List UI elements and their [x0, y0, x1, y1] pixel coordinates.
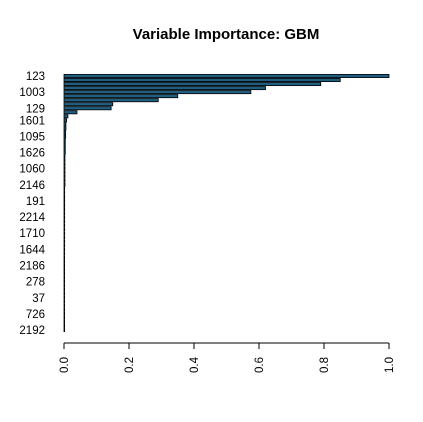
bar-24 — [63, 170, 66, 175]
x-axis: 0.0 0.2 0.4 0.6 0.8 1.0 — [59, 342, 396, 373]
chart-title: Variable Importance: GBM — [133, 26, 320, 43]
bar-33 — [63, 207, 66, 212]
bar-0 — [63, 74, 390, 78]
bar-63 — [63, 328, 66, 332]
bar-47 — [63, 263, 66, 268]
bar-49 — [63, 271, 66, 276]
bar-40 — [63, 235, 66, 240]
bar-19 — [63, 150, 66, 155]
y-tick-label: 1003 — [19, 87, 45, 99]
bar-44 — [63, 251, 66, 256]
bar-25 — [63, 174, 66, 179]
bar-36 — [63, 219, 66, 224]
bar-56 — [63, 299, 66, 304]
bar-39 — [63, 231, 66, 236]
bar-21 — [63, 158, 66, 163]
y-tick-label: 1644 — [19, 244, 45, 256]
bar-31 — [63, 199, 66, 203]
bars-group — [63, 74, 390, 332]
bar-42 — [63, 243, 66, 248]
bar-11 — [63, 118, 67, 123]
bar-62 — [63, 323, 66, 328]
x-tick-label: 0.8 — [319, 357, 331, 373]
bar-32 — [63, 203, 66, 207]
x-tick-label: 0.4 — [189, 356, 201, 373]
bar-59 — [63, 311, 66, 316]
bar-41 — [63, 239, 66, 244]
bar-35 — [63, 215, 66, 220]
bar-46 — [63, 259, 66, 264]
bar-2 — [63, 82, 322, 87]
y-tick-label: 278 — [26, 277, 45, 289]
bar-12 — [63, 122, 67, 127]
bar-17 — [63, 142, 66, 147]
x-tick-label: 0.6 — [254, 357, 266, 373]
y-tick-label: 726 — [26, 309, 45, 321]
bar-14 — [63, 130, 67, 135]
bar-53 — [63, 287, 66, 292]
x-tick-label: 0.2 — [124, 357, 136, 373]
bar-58 — [63, 307, 66, 312]
bar-23 — [63, 166, 66, 171]
bar-1 — [63, 78, 341, 82]
bar-8 — [63, 106, 112, 111]
y-tick-label: 2192 — [19, 325, 45, 337]
bar-27 — [63, 182, 66, 187]
x-tick-label: 1.0 — [384, 357, 396, 373]
bar-34 — [63, 211, 66, 216]
bar-10 — [63, 114, 69, 119]
bar-28 — [63, 186, 66, 191]
bar-57 — [63, 303, 66, 308]
bar-6 — [63, 98, 159, 103]
bar-4 — [63, 90, 252, 95]
y-tick-label: 1601 — [19, 115, 45, 127]
bar-16 — [63, 138, 66, 143]
bar-30 — [63, 194, 66, 199]
bar-54 — [63, 291, 66, 296]
y-tick-label: 191 — [26, 196, 45, 208]
bar-5 — [63, 94, 179, 99]
y-tick-label: 2186 — [19, 260, 45, 272]
bar-20 — [63, 154, 66, 159]
x-tick-label: 0.0 — [59, 357, 71, 373]
bar-43 — [63, 247, 66, 252]
y-tick-label: 37 — [32, 293, 45, 305]
y-tick-label: 1060 — [19, 164, 45, 176]
y-tick-label: 123 — [26, 71, 45, 83]
bar-13 — [63, 126, 67, 131]
bar-61 — [63, 319, 66, 324]
bar-37 — [63, 223, 66, 228]
bar-3 — [63, 86, 266, 91]
bar-9 — [63, 110, 78, 115]
bar-18 — [63, 146, 66, 151]
bar-55 — [63, 295, 66, 300]
bar-38 — [63, 227, 66, 232]
bar-48 — [63, 267, 66, 272]
bar-52 — [63, 283, 66, 288]
bar-45 — [63, 255, 66, 260]
bar-60 — [63, 315, 66, 320]
bar-50 — [63, 275, 66, 280]
bar-29 — [63, 190, 66, 195]
bar-15 — [63, 134, 67, 139]
y-tick-label: 2214 — [19, 212, 45, 224]
bar-26 — [63, 178, 66, 183]
y-tick-label: 129 — [26, 103, 45, 115]
y-tick-label: 1710 — [19, 228, 45, 240]
bar-22 — [63, 162, 66, 167]
bar-51 — [63, 279, 66, 284]
bar-7 — [63, 102, 114, 107]
y-tick-label: 1095 — [19, 131, 45, 143]
y-tick-label: 2146 — [19, 180, 45, 192]
y-tick-label: 1626 — [19, 148, 45, 160]
